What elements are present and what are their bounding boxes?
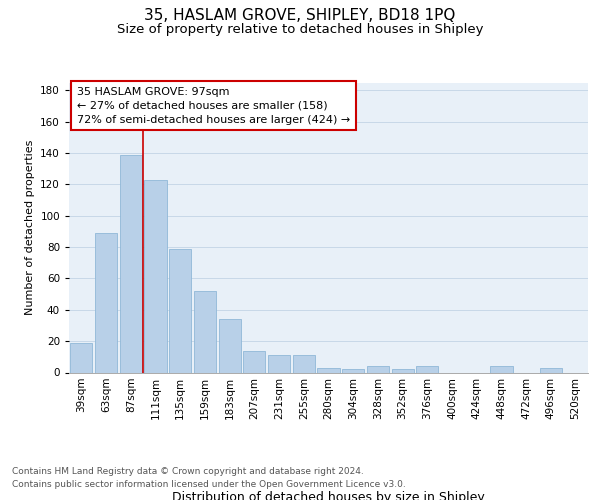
Bar (243, 350, 265, 372)
Text: Size of property relative to detached houses in Shipley: Size of property relative to detached ho… (117, 22, 483, 36)
Text: Contains HM Land Registry data © Crown copyright and database right 2024.: Contains HM Land Registry data © Crown c… (12, 468, 364, 476)
Bar (119, 154, 142, 372)
Bar (367, 366, 389, 372)
Bar (342, 370, 364, 372)
Bar (145, 180, 167, 372)
Text: 35, HASLAM GROVE, SHIPLEY, BD18 1PQ: 35, HASLAM GROVE, SHIPLEY, BD18 1PQ (145, 8, 455, 22)
Bar (416, 366, 439, 372)
Bar (95, 233, 117, 372)
Bar (490, 366, 512, 372)
Bar (70, 342, 92, 372)
Bar (540, 368, 562, 372)
Bar (218, 319, 241, 372)
Bar (293, 356, 315, 372)
Bar (194, 291, 216, 372)
Bar (317, 368, 340, 372)
X-axis label: Distribution of detached houses by size in Shipley: Distribution of detached houses by size … (172, 491, 485, 500)
Y-axis label: Number of detached properties: Number of detached properties (25, 140, 35, 315)
Text: Contains public sector information licensed under the Open Government Licence v3: Contains public sector information licen… (12, 480, 406, 489)
Bar (169, 248, 191, 372)
Text: 35 HASLAM GROVE: 97sqm
← 27% of detached houses are smaller (158)
72% of semi-de: 35 HASLAM GROVE: 97sqm ← 27% of detached… (77, 87, 350, 125)
Bar (268, 356, 290, 372)
Bar (392, 370, 414, 372)
